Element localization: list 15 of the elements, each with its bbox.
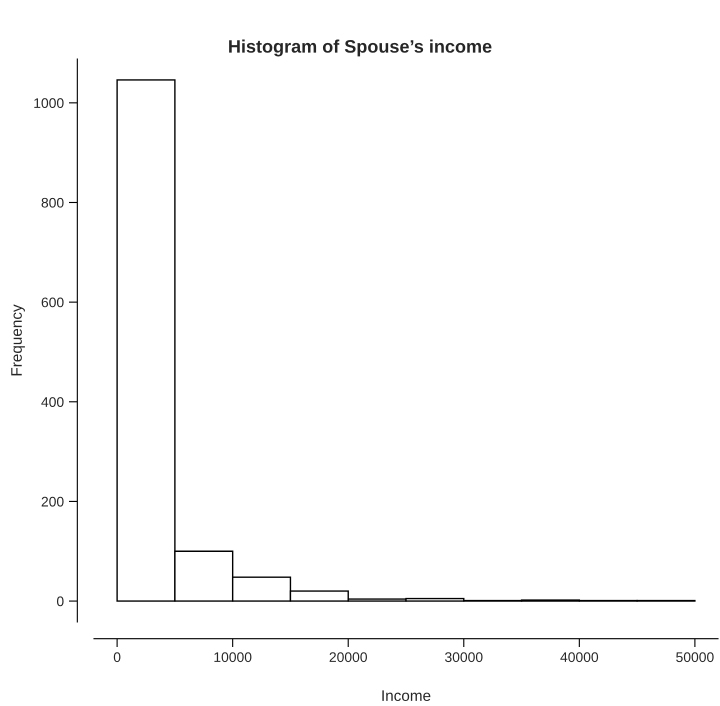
x-tick-label: 0 — [114, 652, 120, 662]
y-tick-label: 0 — [56, 596, 64, 606]
y-tick-label: 600 — [42, 297, 64, 308]
x-tick-label: 10000 — [214, 652, 252, 662]
x-tick-label: 40000 — [560, 652, 598, 662]
x-tick-label: 30000 — [445, 652, 483, 662]
y-tick-label: 200 — [42, 496, 64, 507]
y-tick-label: 1000 — [34, 98, 64, 108]
x-tick-label: 50000 — [676, 652, 714, 662]
y-axis-title: Frequency — [11, 304, 25, 376]
y-tick-label: 800 — [42, 198, 64, 208]
x-axis-title: Income — [382, 690, 430, 702]
y-tick-label: 400 — [41, 397, 64, 407]
chart-title: Histogram of Spouse’s income — [229, 40, 492, 56]
x-tick-label: 20000 — [330, 652, 367, 662]
